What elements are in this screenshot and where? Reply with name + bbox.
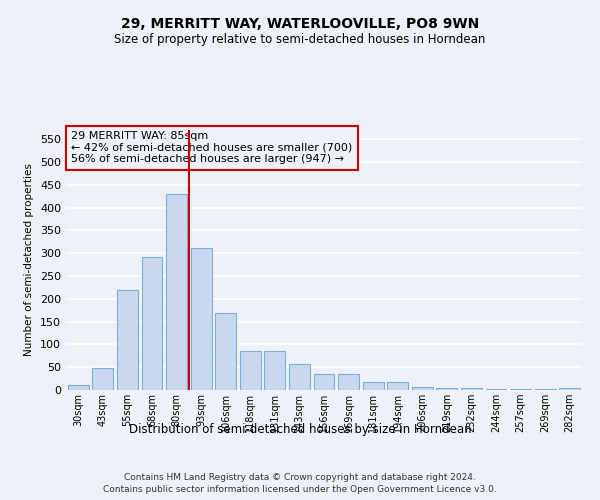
Bar bbox=[68, 386, 89, 390]
Bar bbox=[265, 351, 286, 390]
Text: Contains public sector information licensed under the Open Government Licence v3: Contains public sector information licen… bbox=[103, 485, 497, 494]
Text: 29, MERRITT WAY, WATERLOOVILLE, PO8 9WN: 29, MERRITT WAY, WATERLOOVILLE, PO8 9WN bbox=[121, 18, 479, 32]
Bar bbox=[535, 389, 556, 390]
Text: Size of property relative to semi-detached houses in Horndean: Size of property relative to semi-detach… bbox=[115, 32, 485, 46]
Bar bbox=[412, 387, 433, 390]
Bar bbox=[142, 258, 163, 390]
Bar bbox=[461, 388, 482, 390]
Text: Contains HM Land Registry data © Crown copyright and database right 2024.: Contains HM Land Registry data © Crown c… bbox=[124, 472, 476, 482]
Bar bbox=[559, 388, 580, 390]
Bar bbox=[485, 388, 506, 390]
Bar bbox=[289, 364, 310, 390]
Bar bbox=[510, 388, 531, 390]
Bar bbox=[314, 374, 334, 390]
Bar bbox=[362, 382, 383, 390]
Bar bbox=[240, 351, 261, 390]
Text: Distribution of semi-detached houses by size in Horndean: Distribution of semi-detached houses by … bbox=[128, 422, 472, 436]
Bar bbox=[436, 388, 457, 390]
Text: 29 MERRITT WAY: 85sqm
← 42% of semi-detached houses are smaller (700)
56% of sem: 29 MERRITT WAY: 85sqm ← 42% of semi-deta… bbox=[71, 132, 352, 164]
Bar bbox=[166, 194, 187, 390]
Bar bbox=[191, 248, 212, 390]
Bar bbox=[215, 314, 236, 390]
Bar bbox=[338, 374, 359, 390]
Y-axis label: Number of semi-detached properties: Number of semi-detached properties bbox=[25, 164, 34, 356]
Bar bbox=[92, 368, 113, 390]
Bar bbox=[387, 382, 408, 390]
Bar bbox=[117, 290, 138, 390]
